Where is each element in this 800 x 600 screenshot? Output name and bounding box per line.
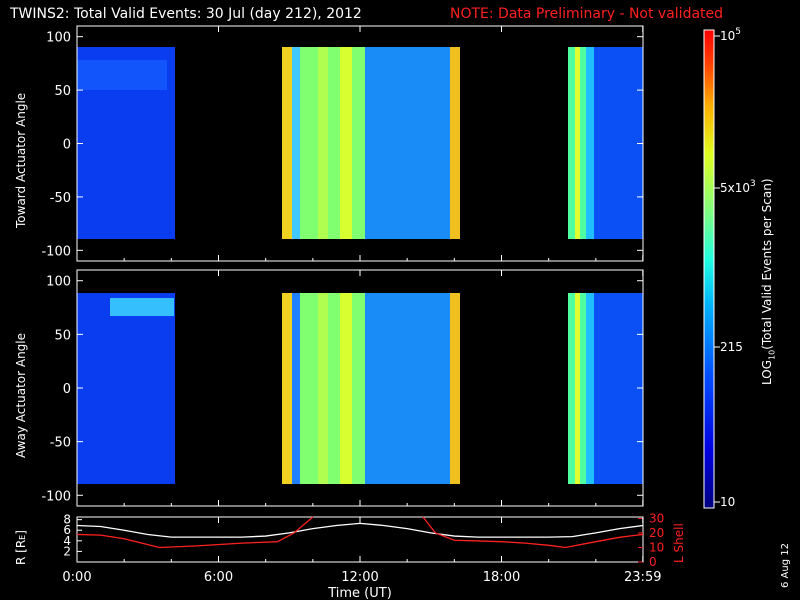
r-series-line [76, 522, 644, 538]
preliminary-note: NOTE: Data Preliminary - Not validated [450, 6, 724, 22]
top-heatmap [77, 47, 643, 239]
top-ytick-label: -50 [50, 191, 71, 206]
bottom-panel-ylabel-left: R [RE] [14, 530, 28, 565]
middle-ytick-label: -100 [41, 489, 71, 504]
x-axis-label: Time (UT) [327, 586, 392, 600]
xtick-label: 0:00 [62, 570, 91, 585]
middle-ytick-label: -50 [50, 436, 71, 451]
top-yticks: 100 50 0 -50 -100 [41, 31, 643, 259]
ephemeris-lines [76, 516, 644, 549]
lshell-series-line [76, 516, 314, 549]
top-block-2-band-d [318, 47, 328, 239]
middle-yticks: 100 50 0 -50 -100 [41, 275, 643, 504]
top-ytick-label: 100 [46, 31, 71, 46]
colorbar [703, 29, 715, 509]
bottom-panel-ylabel-right: L Shell [672, 523, 686, 563]
mid-block-2-band-g [450, 293, 460, 484]
lshell-ytick-label: 0 [649, 555, 657, 569]
middle-ytick-label: 0 [63, 382, 71, 397]
x-ticks: 0:00 6:00 12:00 18:00 23:59 Time (UT) [62, 26, 661, 600]
colorbar-tick-label: 215 [720, 340, 743, 354]
mid-block-2-band-e [340, 293, 352, 484]
xtick-label: 12:00 [341, 570, 378, 585]
top-block-2-band-a [282, 47, 292, 239]
colorbar-tick-label: 105 [720, 27, 741, 43]
r-ytick-label: 6 [63, 523, 71, 537]
colorbar-label: LOG10(Total Valid Events per Scan) [760, 178, 776, 385]
middle-ytick-label: 100 [46, 275, 71, 290]
mid-block-2-band-a [282, 293, 292, 484]
r-label: R [R [14, 539, 28, 565]
top-ytick-label: 50 [54, 84, 71, 99]
chart-title: TWINS2: Total Valid Events: 30 Jul (day … [10, 6, 362, 22]
top-block-2-band-f [365, 47, 450, 239]
colorbar-label-log: LOG [760, 359, 774, 385]
top-panel-ylabel: Toward Actuator Angle [14, 92, 28, 228]
mid-block-3-band-c [586, 293, 594, 484]
mid-block-2-band-c [300, 293, 365, 484]
lshell-ytick-label: 20 [649, 526, 664, 540]
top-block-1-highlight [77, 60, 167, 90]
xtick-label: 6:00 [204, 570, 233, 585]
plot-date: 6 Aug 12 [780, 543, 791, 588]
top-block-3-band-b [575, 47, 580, 239]
xtick-label: 23:59 [624, 570, 661, 585]
colorbar-tick-label: 5x103 [720, 179, 756, 195]
mid-block-2-band-f [365, 293, 450, 484]
top-block-2-band-b [292, 47, 300, 239]
r-label-sub: E [18, 534, 27, 540]
r-ytick-label: 4 [63, 534, 71, 548]
mid-block-1-highlight [110, 298, 174, 316]
r-label-close: ] [14, 530, 28, 535]
mid-block-2-band-d [318, 293, 328, 484]
colorbar-label-sub: 10 [767, 349, 777, 360]
r-ytick-label: 8 [63, 513, 71, 527]
mid-block-2-band-b [292, 293, 300, 484]
lshell-series-line [422, 516, 644, 549]
top-block-3-band-c [586, 47, 594, 239]
lshell-ytick-label: 30 [649, 511, 664, 525]
colorbar-ticks: 105 5x103 215 10 [714, 27, 756, 509]
lshell-ytick-label: 10 [649, 540, 664, 554]
top-block-2-band-g [450, 47, 460, 239]
top-ytick-label: -100 [41, 244, 71, 259]
mid-block-1 [77, 293, 175, 484]
colorbar-tick-label: 10 [720, 495, 735, 509]
top-block-2-band-e [340, 47, 352, 239]
xtick-label: 18:00 [483, 570, 520, 585]
middle-ytick-label: 50 [54, 328, 71, 343]
top-block-2-band-c [300, 47, 365, 239]
colorbar-label-rest: (Total Valid Events per Scan) [760, 178, 774, 350]
r-ytick-label: 2 [63, 544, 71, 558]
middle-heatmap [77, 293, 643, 484]
mid-block-3-band-b [575, 293, 580, 484]
middle-panel-ylabel: Away Actuator Angle [14, 332, 28, 458]
top-ytick-label: 0 [63, 138, 71, 153]
